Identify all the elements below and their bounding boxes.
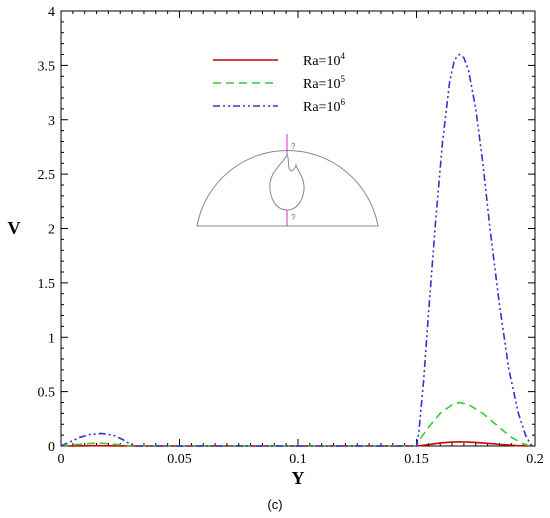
y-tick-label: 1.5 xyxy=(38,277,56,292)
y-tick-label: 3.5 xyxy=(38,59,56,74)
series-lines xyxy=(60,53,534,447)
x-tick-label: 0.05 xyxy=(167,452,192,467)
legend-label-1: Ra=104 xyxy=(303,51,345,69)
series-line-2 xyxy=(60,401,531,447)
semicircle-outline xyxy=(196,150,379,227)
legend-exponent: 4 xyxy=(340,51,345,61)
plot-frame xyxy=(60,10,536,447)
x-tick-label: 0 xyxy=(58,452,65,467)
y-tick-label: 2.5 xyxy=(38,168,56,183)
y-tick-label: 3 xyxy=(48,114,55,129)
legend-exponent: 6 xyxy=(340,97,345,107)
legend-label-3: Ra=106 xyxy=(303,97,345,115)
flame-shape xyxy=(269,154,305,211)
series-line-1 xyxy=(60,441,531,447)
axis-ticks: 0 0.05 0.1 0.15 0.2 0 0.5 1 1.5 2 2.5 3 3.5 4 xyxy=(38,5,544,467)
x-axis-label: Y xyxy=(292,468,305,488)
geometry-inset: ? ? xyxy=(196,134,379,227)
inset-marker-bottom: ? xyxy=(291,213,296,222)
y-tick-label: 2 xyxy=(48,223,55,238)
x-tick-label: 0.15 xyxy=(404,452,429,467)
inset-marker-top: ? xyxy=(291,142,296,151)
y-tick-label: 0 xyxy=(48,440,55,455)
legend-exponent: 5 xyxy=(340,74,345,84)
y-tick-label: 4 xyxy=(48,5,55,20)
x-tick-label: 0.1 xyxy=(289,452,307,467)
y-tick-label: 0.5 xyxy=(38,386,56,401)
figure-caption: (c) xyxy=(267,497,282,512)
y-axis-label: V xyxy=(8,218,21,238)
legend: Ra=104 Ra=105 Ra=106 xyxy=(213,51,345,115)
legend-label-2: Ra=105 xyxy=(303,74,345,92)
series-line-3 xyxy=(60,53,534,447)
x-tick-label: 0.2 xyxy=(526,452,544,467)
y-tick-label: 1 xyxy=(48,331,55,346)
